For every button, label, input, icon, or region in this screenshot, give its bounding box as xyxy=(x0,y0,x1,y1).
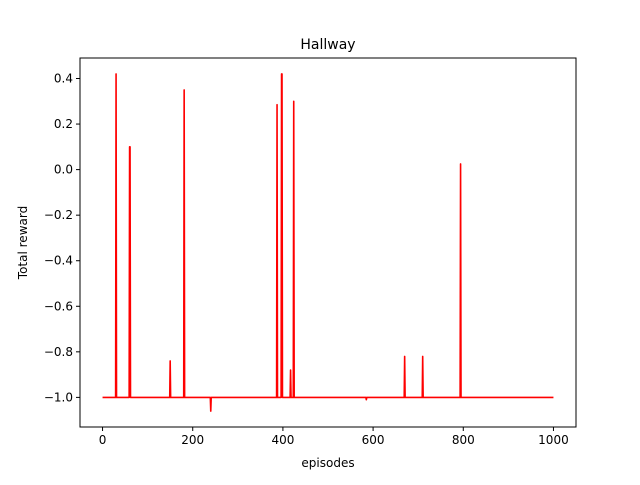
x-tick-label: 200 xyxy=(181,433,204,447)
axes-frame xyxy=(79,57,577,428)
plot-area xyxy=(102,73,554,412)
y-tick-label: −0.4 xyxy=(44,254,73,268)
y-axis: −1.0 −0.8 −0.6 −0.4 −0.2 0.0 0.2 0.4 xyxy=(44,72,80,404)
x-axis: 0 200 400 600 800 1000 xyxy=(99,427,569,447)
y-tick-label: 0.0 xyxy=(54,163,73,177)
y-tick-label: −0.2 xyxy=(44,208,73,222)
y-tick-label: −0.8 xyxy=(44,345,73,359)
y-tick-label: 0.2 xyxy=(54,117,73,131)
x-tick-label: 800 xyxy=(452,433,475,447)
x-tick-label: 0 xyxy=(99,433,107,447)
chart-title: Hallway xyxy=(300,37,355,53)
x-axis-label: episodes xyxy=(301,456,354,470)
x-tick-label: 600 xyxy=(362,433,385,447)
series-line-1 xyxy=(102,73,554,412)
y-tick-label: −0.6 xyxy=(44,299,73,313)
x-tick-label: 1000 xyxy=(538,433,569,447)
y-tick-label: 0.4 xyxy=(54,72,73,86)
x-tick-label: 400 xyxy=(271,433,294,447)
y-tick-label: −1.0 xyxy=(44,390,73,404)
y-axis-label: Total reward xyxy=(16,206,30,280)
